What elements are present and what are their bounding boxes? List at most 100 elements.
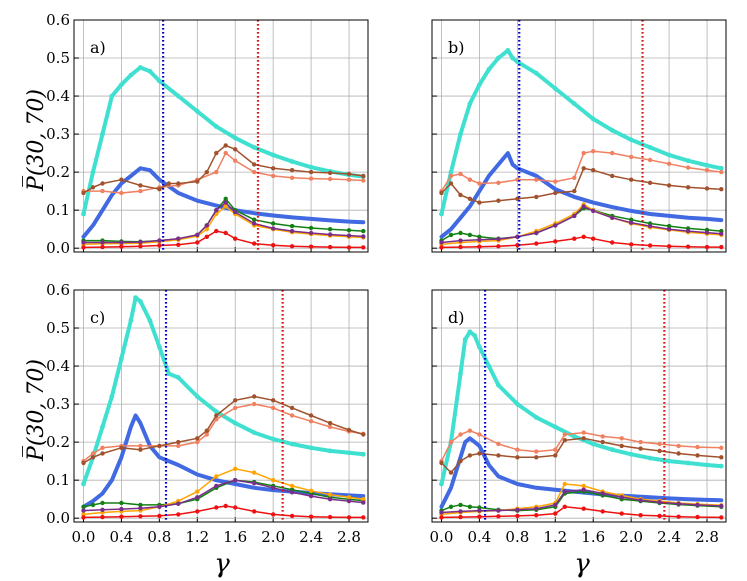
data-point	[467, 101, 473, 107]
data-point	[666, 161, 672, 166]
data-point	[515, 455, 520, 460]
series-line-red	[82, 230, 365, 249]
data-point	[458, 171, 463, 177]
data-point	[270, 436, 276, 442]
data-point	[119, 82, 124, 88]
data-point	[251, 430, 257, 435]
data-point	[223, 143, 228, 148]
data-point	[289, 490, 295, 495]
y-tick-label: 0.4	[46, 357, 70, 375]
x-tick-label: 1.2	[543, 528, 567, 546]
data-point	[289, 159, 295, 164]
data-point	[119, 240, 124, 245]
axes-frame	[73, 19, 369, 253]
data-point	[458, 432, 463, 437]
data-point	[581, 150, 586, 156]
data-point	[515, 447, 520, 452]
data-point	[704, 230, 710, 235]
data-point	[81, 515, 86, 520]
data-point	[213, 124, 219, 129]
data-point	[119, 356, 124, 361]
data-point	[462, 337, 468, 342]
series-line-sienna	[82, 144, 365, 194]
data-point	[223, 230, 228, 236]
data-point	[157, 238, 162, 243]
data-point	[510, 55, 515, 61]
y-tick-label: 0.1	[46, 471, 70, 489]
data-point	[195, 509, 200, 514]
data-point	[176, 512, 181, 517]
data-point	[458, 458, 463, 464]
data-point	[100, 507, 105, 512]
data-point	[138, 188, 143, 194]
x-tick-label: 2.4	[657, 528, 681, 546]
data-point	[496, 441, 501, 447]
data-point	[289, 441, 295, 447]
data-point	[233, 405, 238, 411]
data-point	[467, 504, 473, 509]
data-point	[81, 508, 86, 513]
data-point	[600, 439, 605, 445]
data-point	[233, 147, 238, 152]
data-point	[138, 299, 143, 304]
data-point	[695, 453, 700, 458]
data-point	[119, 514, 124, 519]
axes-frame	[73, 289, 369, 523]
data-point	[534, 449, 539, 454]
data-point	[496, 55, 501, 61]
x-tick-label: 0.4	[467, 528, 491, 546]
data-point	[361, 432, 366, 437]
data-point	[119, 445, 124, 450]
data-point	[571, 101, 577, 107]
data-point	[581, 436, 586, 441]
series-line-royal-blue	[439, 436, 724, 509]
data-point	[477, 451, 482, 456]
x-tick-label: 0.4	[109, 528, 133, 546]
data-point	[100, 131, 105, 137]
data-point	[195, 489, 200, 494]
panel-a: 0.0 0.1 0.2 0.3 0.4 0.5 0.6 a)	[46, 11, 369, 257]
data-point	[81, 245, 86, 250]
data-point	[252, 217, 257, 222]
data-point	[477, 508, 482, 513]
data-point	[109, 394, 115, 399]
data-point	[100, 240, 105, 245]
data-point	[100, 451, 105, 456]
data-point	[271, 478, 276, 483]
data-point	[486, 67, 492, 72]
series-group	[81, 295, 366, 520]
data-point	[223, 503, 228, 509]
data-point	[138, 514, 143, 519]
panel-label: a)	[90, 38, 106, 57]
x-axis-label-right: γ	[574, 549, 590, 579]
data-point	[361, 228, 366, 234]
data-point	[176, 439, 181, 445]
y-tick-label: 0.4	[46, 87, 70, 105]
data-point	[695, 514, 700, 520]
data-point	[223, 196, 228, 201]
data-point	[552, 424, 558, 430]
data-point	[214, 413, 219, 418]
data-point	[308, 164, 314, 170]
data-point	[176, 236, 181, 241]
data-point	[629, 154, 634, 160]
data-point	[214, 474, 219, 479]
data-point	[448, 232, 454, 238]
data-point	[204, 169, 209, 175]
series-line-red	[440, 236, 723, 249]
data-point	[138, 183, 143, 188]
data-point	[289, 228, 295, 234]
series-line-royal-blue	[439, 151, 724, 239]
y-tick-label: 0.0	[46, 239, 70, 257]
data-point	[676, 451, 681, 456]
data-point	[666, 152, 672, 158]
x-tick-label: 0.8	[147, 528, 171, 546]
data-point	[458, 502, 463, 508]
data-point	[195, 179, 200, 184]
data-point	[252, 221, 257, 226]
data-point	[467, 196, 473, 201]
data-point	[562, 504, 567, 509]
data-point	[308, 493, 314, 499]
data-point	[289, 513, 295, 519]
data-point	[251, 145, 257, 150]
